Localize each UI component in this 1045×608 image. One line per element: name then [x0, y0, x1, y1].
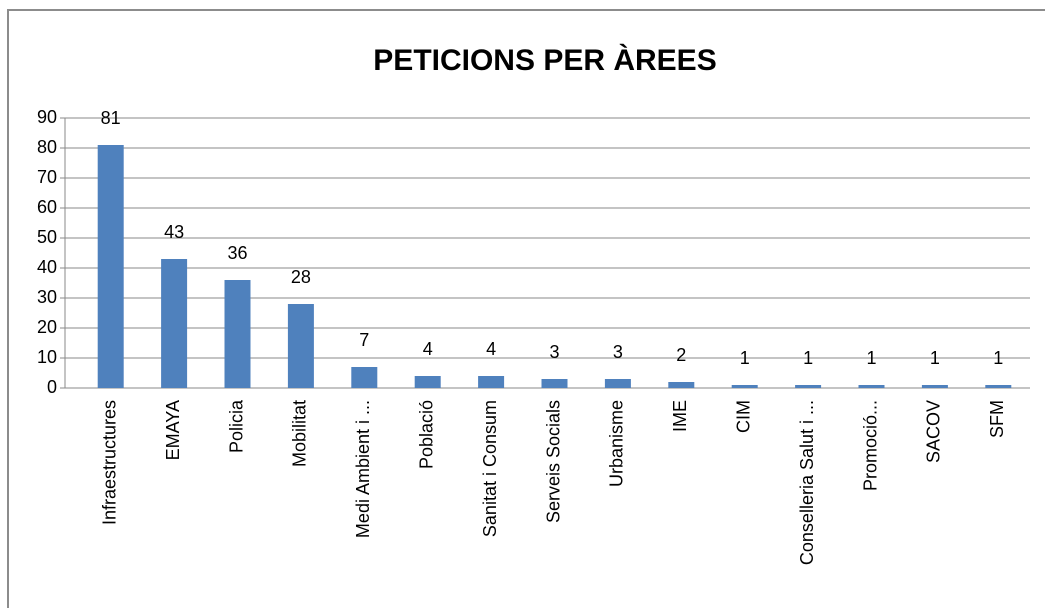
x-tick-label: Urbanisme — [607, 400, 627, 487]
y-tick-label: 70 — [37, 167, 57, 187]
y-tick-label: 60 — [37, 197, 57, 217]
data-label: 36 — [227, 243, 247, 263]
x-tick-label: Mobilitat — [290, 400, 310, 467]
data-label: 4 — [423, 339, 433, 359]
bar — [478, 376, 505, 388]
x-tick-label: Població — [416, 400, 436, 469]
x-tick-label: Policia — [226, 399, 246, 453]
y-tick-label: 20 — [37, 317, 57, 337]
x-tick-label: Conselleria Salut i ... — [797, 400, 817, 565]
bar — [985, 385, 1012, 388]
x-tick-label: SFM — [987, 400, 1007, 438]
data-label: 1 — [740, 348, 750, 368]
bar — [287, 304, 314, 388]
x-tick-label: Sanitat i Consum — [480, 400, 500, 537]
data-label: 2 — [676, 345, 686, 365]
bar — [858, 385, 885, 388]
y-tick-label: 30 — [37, 287, 57, 307]
x-tick-label: Medi Ambient i ... — [353, 400, 373, 538]
bar — [541, 379, 568, 388]
bar — [351, 367, 378, 388]
chart-title: PETICIONS PER ÀREES — [373, 43, 716, 77]
bar — [604, 379, 631, 388]
x-tick-label: SACOV — [924, 400, 944, 463]
data-label: 43 — [164, 222, 184, 242]
x-tick-label: EMAYA — [163, 400, 183, 460]
data-label: 1 — [930, 348, 940, 368]
bar — [921, 385, 948, 388]
y-tick-label: 0 — [47, 377, 57, 397]
bar — [224, 280, 251, 388]
x-tick-label: IME — [670, 400, 690, 432]
y-tick-label: 40 — [37, 257, 57, 277]
x-tick-label: Serveis Socials — [543, 400, 563, 523]
data-label: 7 — [359, 330, 369, 350]
y-tick-label: 50 — [37, 227, 57, 247]
bar — [795, 385, 822, 388]
bar — [97, 145, 124, 388]
y-tick-label: 90 — [37, 107, 57, 127]
data-label: 1 — [993, 348, 1003, 368]
bar — [414, 376, 441, 388]
x-tick-label: Infraestructures — [99, 400, 119, 525]
x-tick-label: Promoció... — [860, 400, 880, 491]
y-tick-label: 10 — [37, 347, 57, 367]
bar — [161, 259, 188, 388]
y-tick-label: 80 — [37, 137, 57, 157]
data-label: 4 — [486, 339, 496, 359]
x-tick-label: CIM — [733, 400, 753, 433]
data-label: 28 — [291, 267, 311, 287]
bar — [668, 382, 695, 388]
data-label: 1 — [866, 348, 876, 368]
data-label: 3 — [613, 342, 623, 362]
bar — [731, 385, 758, 388]
data-label: 81 — [101, 108, 121, 128]
data-label: 3 — [549, 342, 559, 362]
data-label: 1 — [803, 348, 813, 368]
chart-frame — [7, 9, 1045, 608]
